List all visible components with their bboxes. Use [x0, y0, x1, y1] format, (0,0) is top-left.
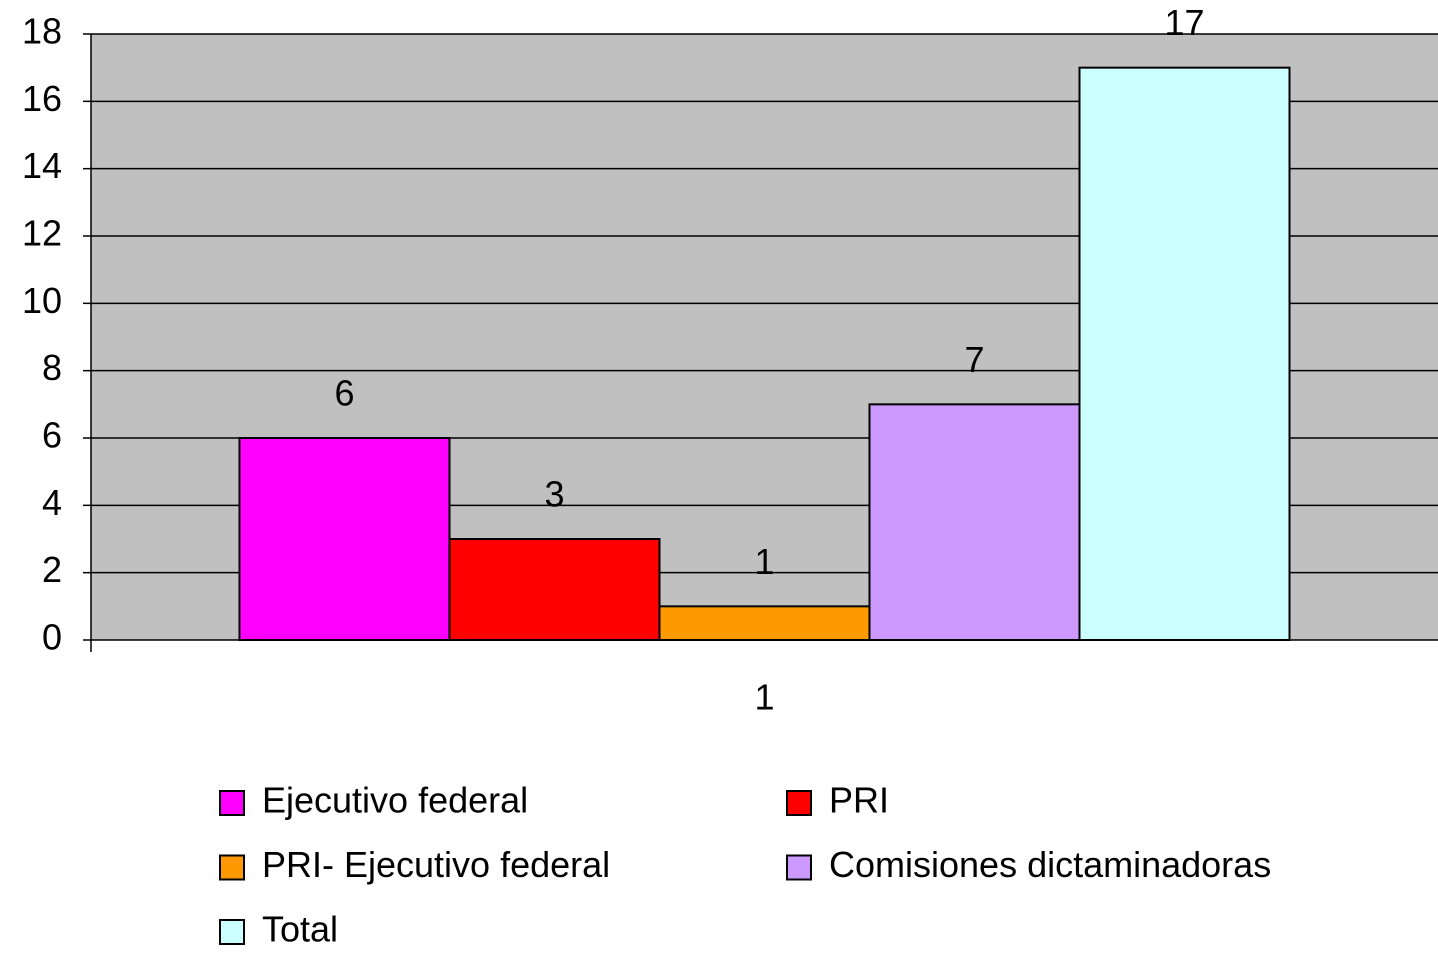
legend-swatch — [786, 790, 812, 816]
y-tick-label: 12 — [22, 213, 62, 254]
bar — [868, 403, 1081, 642]
legend-swatch — [219, 790, 245, 816]
data-label: 17 — [1164, 2, 1204, 43]
y-tick-label: 14 — [22, 145, 62, 186]
legend-label: Ejecutivo federal — [262, 780, 528, 821]
legend-label: PRI- Ejecutivo federal — [262, 844, 610, 885]
data-label: 6 — [334, 373, 354, 414]
legend-swatch — [219, 854, 245, 881]
bar — [448, 538, 661, 641]
bar — [238, 437, 451, 641]
y-tick-label: 8 — [42, 347, 62, 388]
y-tick-label: 18 — [22, 11, 62, 52]
data-label: 7 — [964, 339, 984, 380]
x-tick-label: 1 — [754, 677, 774, 718]
legend-label: Total — [262, 909, 338, 950]
legend-label: Comisiones dictaminadoras — [829, 844, 1271, 885]
legend-swatch — [786, 854, 812, 881]
y-tick-label: 4 — [42, 482, 62, 523]
legend-label: PRI — [829, 780, 889, 821]
y-tick-label: 0 — [42, 617, 62, 658]
y-tick-label: 16 — [22, 78, 62, 119]
legend-swatch — [219, 919, 245, 945]
data-label: 3 — [544, 474, 564, 515]
bar — [658, 605, 871, 641]
bar — [1078, 66, 1291, 641]
y-tick-label: 10 — [22, 280, 62, 321]
data-label: 1 — [754, 541, 774, 582]
y-tick-label: 6 — [42, 415, 62, 456]
y-tick-label: 2 — [42, 549, 62, 590]
